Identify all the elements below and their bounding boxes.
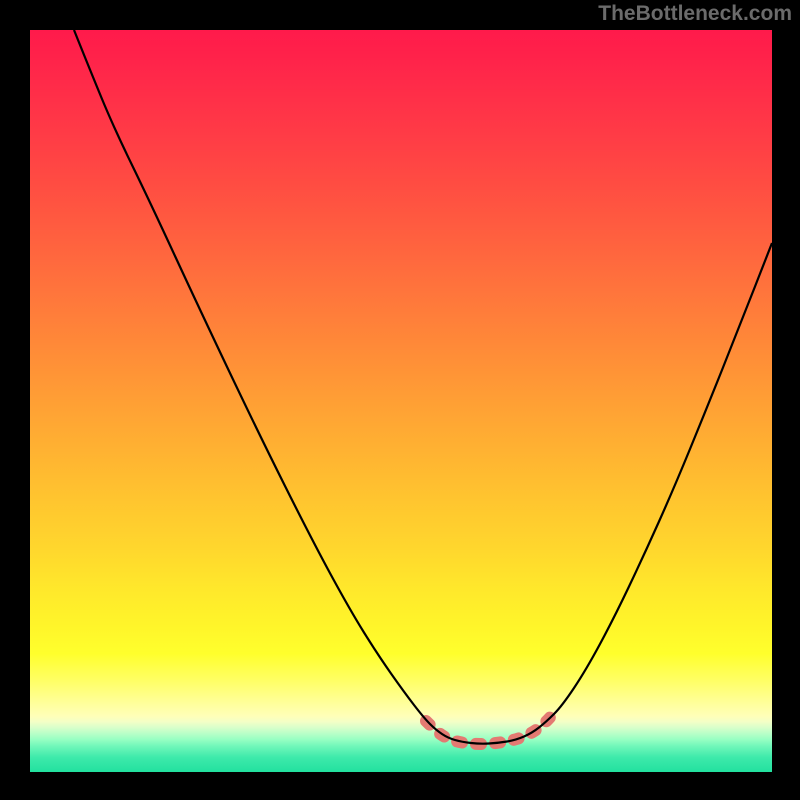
bottleneck-chart xyxy=(0,0,800,800)
gradient-background xyxy=(30,30,772,772)
chart-frame: TheBottleneck.com xyxy=(0,0,800,800)
